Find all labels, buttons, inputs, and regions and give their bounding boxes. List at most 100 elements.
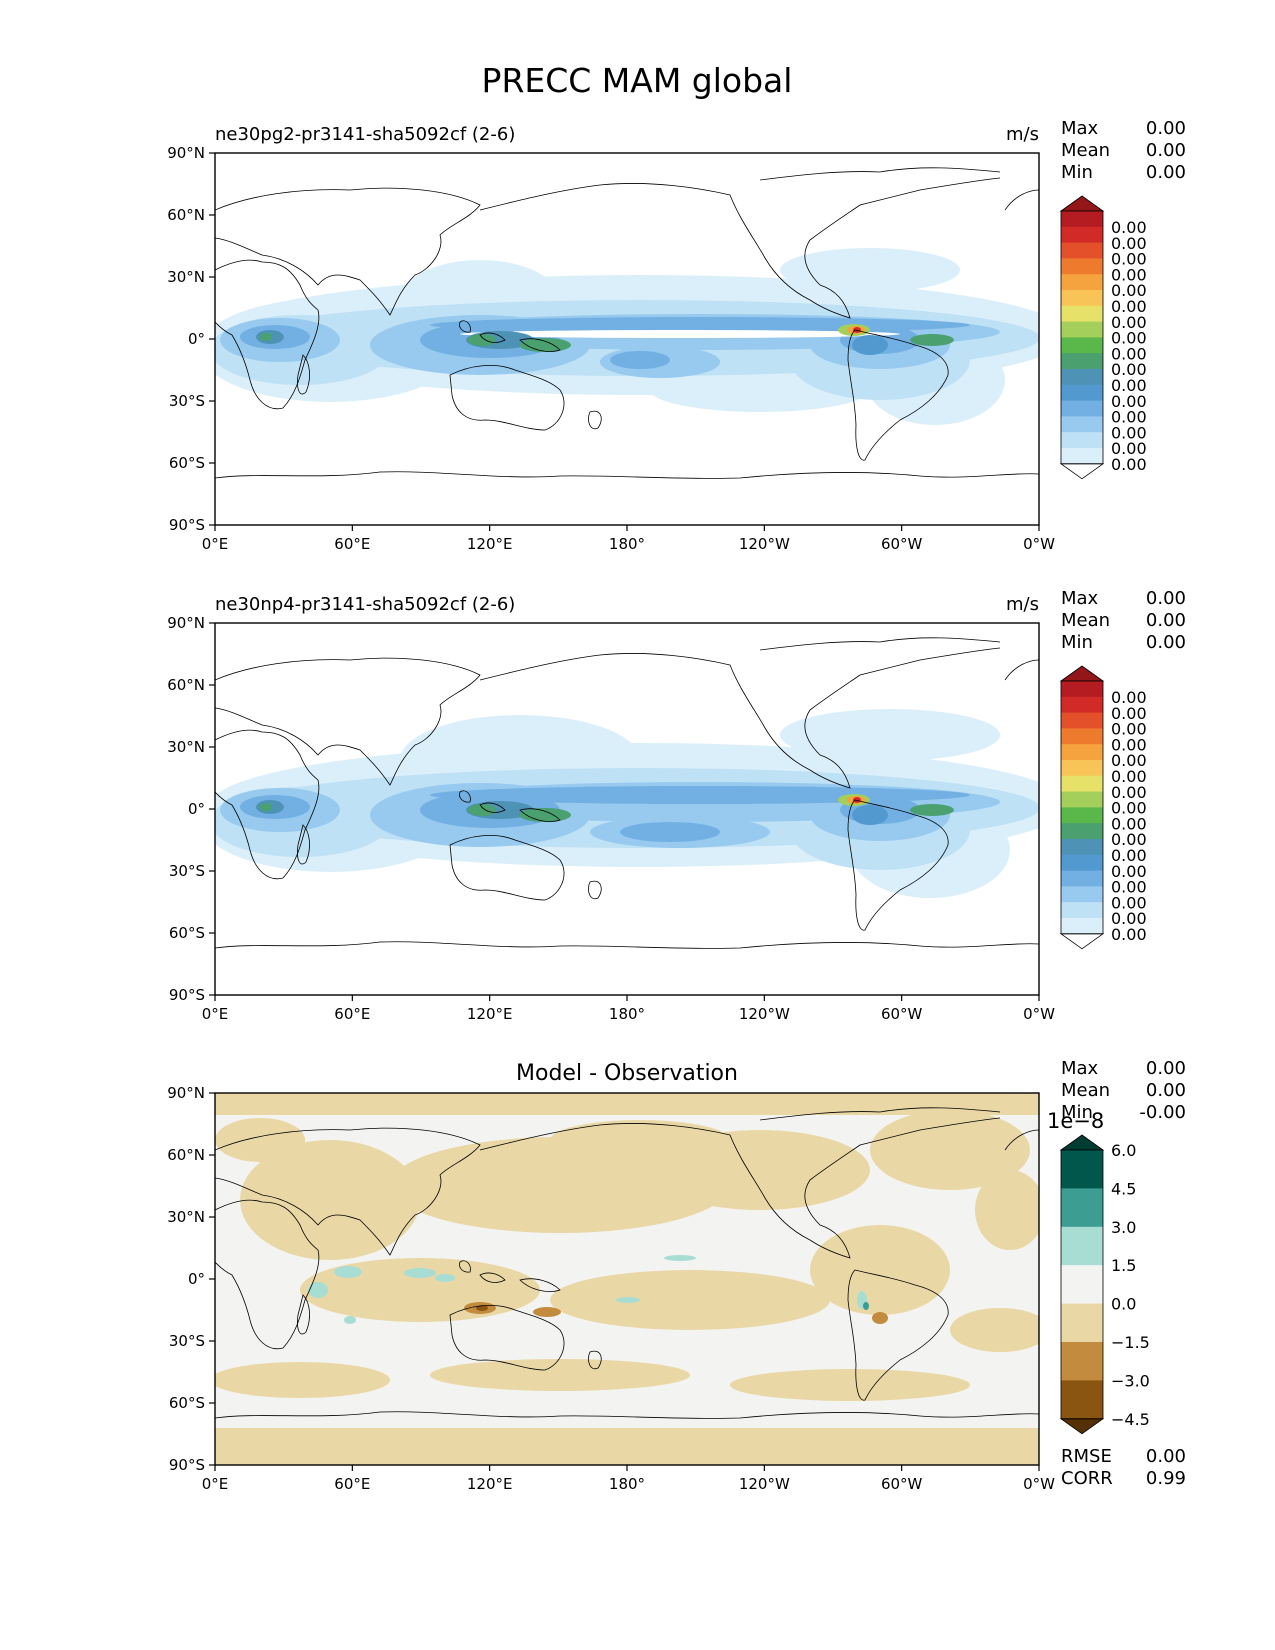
colorbar-tick-label: 6.0 <box>1111 1141 1136 1160</box>
lon-tick-label: 180° <box>609 1005 645 1023</box>
lon-tick-label: 60°E <box>334 535 370 553</box>
colorbar-tick-label: 0.00 <box>1111 846 1147 865</box>
colorbar-tick-label: 0.00 <box>1111 909 1147 928</box>
stat-label: Min <box>1061 1102 1093 1123</box>
lat-tick-label: 30°N <box>167 268 205 286</box>
stats-box: Max 0.00 Mean 0.00 Min 0.00 <box>1061 588 1186 653</box>
lat-tick-label: 60°N <box>167 206 205 224</box>
colorbar-tick-label: 0.00 <box>1111 814 1147 833</box>
lat-tick-label: 0° <box>188 800 205 818</box>
lon-tick-label: 0°W <box>1023 1475 1055 1493</box>
coastlines <box>215 167 1039 479</box>
lat-tick-label: 90°S <box>169 986 205 1004</box>
stat-label: Min <box>1061 632 1093 653</box>
colorbar-swatch <box>1061 854 1103 872</box>
colorbar-swatch <box>1061 1188 1103 1228</box>
colorbar-tick-label: 0.00 <box>1111 783 1147 802</box>
colorbar-swatch <box>1061 1342 1103 1381</box>
colorbar-swatch <box>1061 337 1103 354</box>
colorbar-tick-label: 0.00 <box>1111 360 1147 379</box>
colorbar-swatch <box>1061 696 1103 714</box>
colorbar-tick-label: −3.0 <box>1111 1371 1150 1390</box>
lon-tick-label: 120°W <box>739 535 790 553</box>
lat-tick-label: 30°N <box>167 738 205 756</box>
colorbar-swatch <box>1061 1265 1103 1305</box>
colorbar: 0.000.000.000.000.000.000.000.000.000.00… <box>1059 665 1147 950</box>
colorbar-swatch <box>1061 448 1103 465</box>
colorbar-tick-label: 0.00 <box>1111 439 1147 458</box>
colorbar-swatch <box>1061 870 1103 887</box>
colorbar-tick-label: 0.00 <box>1111 376 1147 395</box>
lat-tick-label: 90°N <box>167 1084 205 1102</box>
colorbar-swatch <box>1061 242 1103 259</box>
stat-value: 0.00 <box>1146 610 1186 631</box>
colorbar-tick-label: −4.5 <box>1111 1410 1150 1429</box>
colorbar: 0.000.000.000.000.000.000.000.000.000.00… <box>1059 195 1147 480</box>
colorbar-extend-min <box>1059 1418 1105 1435</box>
colorbar-tick-label: 0.00 <box>1111 392 1147 411</box>
colorbar-tick-label: 0.00 <box>1111 767 1147 786</box>
colorbar-tick-label: 0.00 <box>1111 234 1147 253</box>
colorbar-tick-label: −1.5 <box>1111 1333 1150 1352</box>
stat-label: Max <box>1061 588 1099 609</box>
colorbar-swatch <box>1061 211 1103 228</box>
panel-units: m/s <box>1006 124 1039 145</box>
lon-tick-label: 120°E <box>467 535 513 553</box>
lon-tick-label: 0°E <box>202 535 229 553</box>
stat-value: 0.00 <box>1146 162 1186 183</box>
precip-contours <box>215 248 1039 425</box>
lat-tick-label: 60°S <box>169 1394 205 1412</box>
colorbar-swatch <box>1061 1380 1103 1420</box>
lon-tick-label: 60°W <box>881 1005 923 1023</box>
colorbar-tick-label: 3.0 <box>1111 1218 1136 1237</box>
stat-value: 0.00 <box>1146 1446 1186 1467</box>
stat-label: CORR <box>1061 1468 1113 1489</box>
colorbar-swatch <box>1061 902 1103 919</box>
colorbar-tick-label: 0.00 <box>1111 751 1147 770</box>
colorbar-swatch <box>1061 226 1103 244</box>
panel-units: m/s <box>1006 594 1039 615</box>
lat-tick-label: 30°N <box>167 1208 205 1226</box>
colorbar-tick-label: 0.00 <box>1111 265 1147 284</box>
colorbar-swatch <box>1061 744 1103 761</box>
colorbar-swatch <box>1061 416 1103 433</box>
stat-value: 0.00 <box>1146 588 1186 609</box>
lon-tick-label: 60°E <box>334 1005 370 1023</box>
panel-title-center: Model - Observation <box>516 1061 738 1086</box>
lon-tick-label: 60°E <box>334 1475 370 1493</box>
lon-tick-label: 60°W <box>881 535 923 553</box>
colorbar-swatch <box>1061 321 1103 338</box>
axis-ticks: 0°E 60°E 120°E 180° 120°W 60°W 0°W 90°N 60°N 30°N… <box>167 614 1055 1023</box>
colorbar-frame <box>1060 1149 1104 1420</box>
colorbar-tick-label: 0.00 <box>1111 720 1147 739</box>
lat-tick-label: 60°S <box>169 454 205 472</box>
lat-tick-label: 90°S <box>169 1456 205 1474</box>
colorbar-tick-label: 0.0 <box>1111 1295 1136 1314</box>
lat-tick-label: 0° <box>188 1270 205 1288</box>
lon-tick-label: 60°W <box>881 1475 923 1493</box>
colorbar-swatch <box>1061 807 1103 824</box>
colorbar-tick-label: 0.00 <box>1111 250 1147 269</box>
stat-value: 0.00 <box>1146 632 1186 653</box>
figure-title: PRECC MAM global <box>482 61 793 100</box>
colorbar-swatch <box>1061 400 1103 417</box>
colorbar-tick-label: 4.5 <box>1111 1179 1136 1198</box>
colorbar-swatch <box>1061 1150 1103 1189</box>
colorbar-swatch <box>1061 681 1103 698</box>
stat-label: Min <box>1061 162 1093 183</box>
colorbar-tick-label: 0.00 <box>1111 704 1147 723</box>
colorbar-frame <box>1060 210 1104 465</box>
lon-tick-label: 120°E <box>467 1475 513 1493</box>
colorbar-tick-label: 0.00 <box>1111 799 1147 818</box>
map-field <box>215 623 1039 995</box>
panel-title-left: ne30np4-pr3141-sha5092cf (2-6) <box>215 594 515 615</box>
stats-box: Max 0.00 Mean 0.00 Min -0.00 <box>1061 1058 1186 1123</box>
colorbar-swatch <box>1061 384 1103 402</box>
colorbar-tick-label: 0.00 <box>1111 925 1147 944</box>
lon-tick-label: 120°W <box>739 1475 790 1493</box>
lon-tick-label: 180° <box>609 1475 645 1493</box>
stat-label: Mean <box>1061 610 1110 631</box>
stat-label: Mean <box>1061 140 1110 161</box>
colorbar-swatch <box>1061 258 1103 275</box>
